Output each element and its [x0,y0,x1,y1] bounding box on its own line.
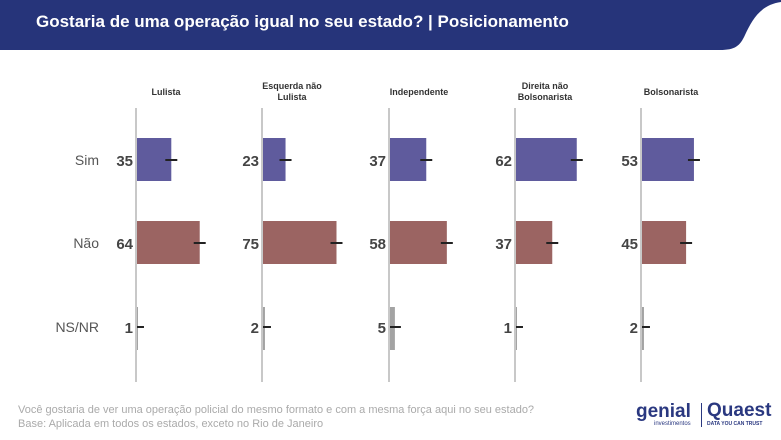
quaest-logo-sub: DATA YOU CAN TRUST [707,421,763,427]
bar-nsnr [642,307,644,350]
bar-Sim [390,138,427,181]
bar-Sim [516,138,577,181]
data-label: 62 [495,153,512,170]
panel-title: Lulista [277,92,307,102]
footer-base: Base: Aplicada em todos os estados, exce… [18,418,324,430]
bar-Não [263,221,337,264]
page-title: Gostaria de uma operação igual no seu es… [36,12,569,31]
panel-title: Bolsonarista [644,87,700,97]
bar-nsnr [390,307,395,350]
header-banner [0,0,781,50]
panel-title: Direita não [522,81,569,91]
panel-title: Esquerda não [262,81,322,91]
bar-Não [390,221,447,264]
panel-title: Independente [390,87,449,97]
data-label: 23 [242,153,259,170]
data-label: 2 [630,320,638,337]
quaest-logo: Quaest [707,400,772,421]
row-label-1: Não [73,235,99,251]
data-label: 64 [116,236,133,253]
panel-title: Bolsonarista [518,92,574,102]
row-label-0: Sim [75,152,99,168]
bar-Não [516,221,553,264]
data-label: 5 [378,320,386,337]
bar-Não [642,221,687,264]
bar-nsnr [137,307,138,350]
genial-logo-sub: investimentos [654,421,691,427]
genial-logo: genial [636,401,691,422]
data-label: 37 [495,236,512,253]
data-label: 53 [621,153,638,170]
data-label: 1 [125,320,133,337]
row-label-2: NS/NR [55,319,99,335]
data-label: 37 [369,153,386,170]
data-label: 58 [369,236,386,253]
data-label: 75 [242,236,259,253]
data-label: 2 [251,320,259,337]
data-label: 45 [621,236,638,253]
panel-title: Lulista [151,87,181,97]
data-label: 35 [116,153,133,170]
bar-Não [137,221,200,264]
footer-question: Você gostaria de ver uma operação polici… [18,404,535,416]
data-label: 1 [504,320,512,337]
bar-Sim [642,138,694,181]
bar-nsnr [263,307,265,350]
logo-divider [701,403,702,427]
bar-nsnr [516,307,517,350]
bar-Sim [263,138,286,181]
